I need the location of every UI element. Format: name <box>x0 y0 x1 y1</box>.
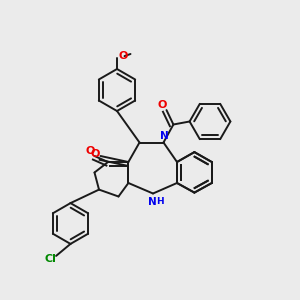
Text: O: O <box>90 148 100 159</box>
Text: O: O <box>85 146 95 157</box>
Text: O: O <box>157 100 167 110</box>
Text: N: N <box>160 131 169 141</box>
Text: N: N <box>148 197 157 207</box>
Text: H: H <box>156 197 164 206</box>
Text: O: O <box>118 51 128 61</box>
Text: Cl: Cl <box>44 254 56 264</box>
